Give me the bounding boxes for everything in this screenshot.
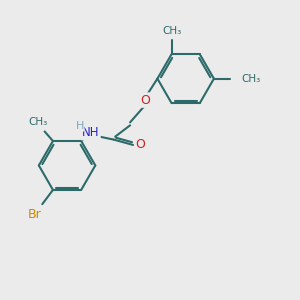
Text: O: O [136,138,146,151]
Text: CH₃: CH₃ [162,26,181,36]
Text: Br: Br [28,208,42,221]
Text: H: H [76,121,84,131]
Text: O: O [140,94,150,106]
Text: NH: NH [82,126,100,139]
Text: CH₃: CH₃ [28,117,48,127]
Text: CH₃: CH₃ [242,74,261,84]
